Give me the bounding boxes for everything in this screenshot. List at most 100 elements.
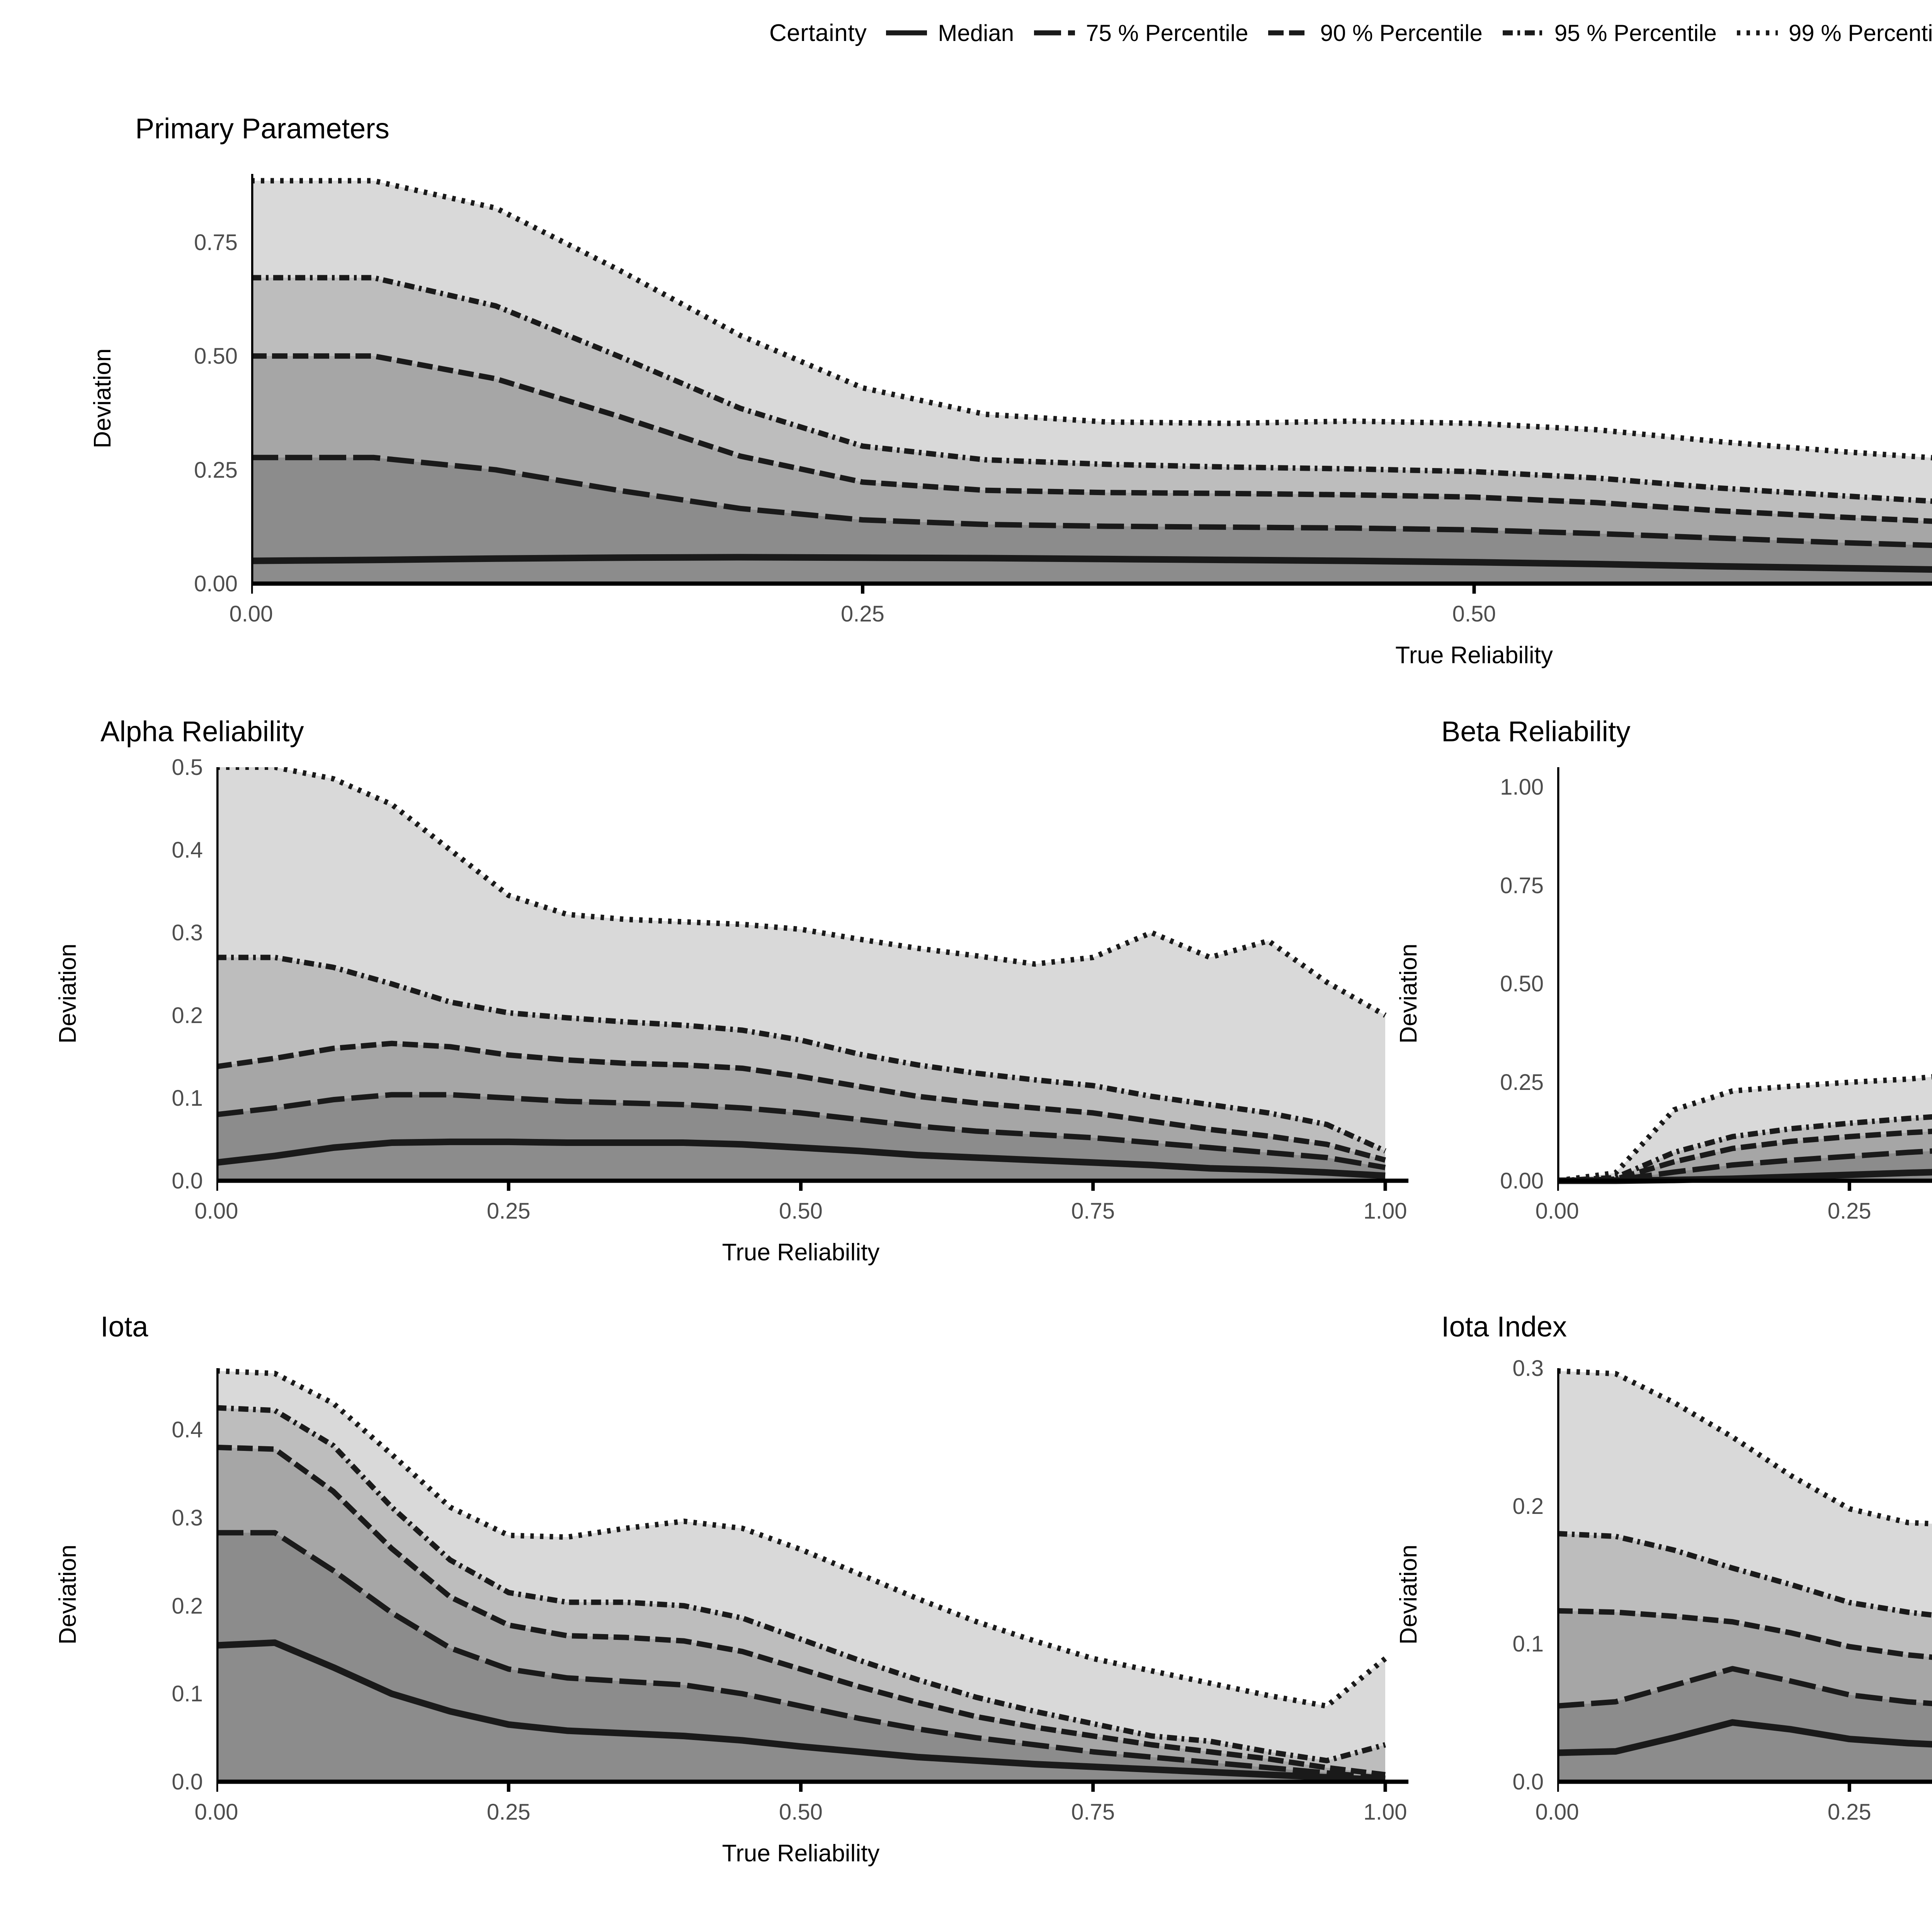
x-axis-label: True Reliability (722, 1840, 880, 1867)
series-line-dashdot (216, 955, 1386, 1154)
y-tick-label: 0.75 (1500, 873, 1544, 898)
legend-label-p90: 90 % Percentile (1320, 20, 1483, 46)
x-tick-label: 0.25 (841, 601, 884, 627)
y-tick-label: 0.00 (1500, 1168, 1544, 1193)
x-tick-label: 0.75 (1071, 1199, 1115, 1224)
band-median (216, 1643, 1385, 1782)
x-tick-label: 0.25 (1827, 1800, 1871, 1825)
y-axis-label: Deviation (1395, 943, 1422, 1044)
y-tick-label: 0.50 (1500, 971, 1544, 997)
panel-title: Primary Parameters (135, 112, 389, 145)
x-tick-label: 0.50 (779, 1199, 823, 1224)
legend-item-p95[interactable]: 95 % Percentile (1500, 20, 1717, 46)
y-axis-label: Deviation (54, 943, 81, 1044)
series-line-longdash (1557, 1148, 1932, 1183)
series-line-solid (216, 1639, 1386, 1783)
longdash-line-key-icon (1032, 21, 1077, 45)
x-tick-label: 0.25 (486, 1199, 531, 1224)
series-line-solid (251, 554, 1932, 573)
series-line-dashed (251, 353, 1932, 524)
legend-item-p99[interactable]: 99 % Percentile (1735, 20, 1932, 46)
y-tick-label: 0.25 (194, 457, 238, 483)
y-axis-label: Deviation (89, 348, 116, 448)
series-line-solid (1557, 1169, 1932, 1184)
x-tick-label: 0.75 (1071, 1800, 1115, 1825)
x-tick-label: 0.25 (486, 1800, 531, 1825)
band-p75 (216, 1532, 1385, 1782)
y-tick-label: 0.0 (172, 1168, 203, 1193)
series-line-dotted (216, 1368, 1387, 1709)
y-tick-label: 0.2 (172, 1003, 203, 1028)
series-line-longdash (251, 455, 1932, 548)
y-tick-label: 0.0 (172, 1769, 203, 1794)
y-tick-label: 1.00 (1500, 774, 1544, 800)
series-line-longdash (216, 1092, 1386, 1170)
panel-title: Beta Reliability (1441, 715, 1631, 747)
y-axis-label: Deviation (54, 1544, 81, 1645)
y-tick-label: 0.2 (172, 1593, 203, 1619)
dashed-line-key-icon (1266, 21, 1311, 45)
y-tick-label: 0.4 (172, 838, 203, 863)
legend-item-p75[interactable]: 75 % Percentile (1032, 20, 1248, 46)
y-tick-label: 0.00 (194, 571, 238, 596)
series-line-dotted (1557, 1368, 1932, 1527)
y-tick-label: 0.1 (1512, 1631, 1544, 1657)
legend-label-p99: 99 % Percentile (1788, 20, 1932, 46)
y-tick-label: 0.4 (172, 1417, 203, 1443)
x-tick-label: 0.00 (194, 1199, 238, 1224)
legend-item-median[interactable]: Median (884, 20, 1014, 46)
dashdot-line-key-icon (1500, 21, 1546, 45)
legend: Certainty Median 75 % Percentile 90 % Pe… (0, 0, 1932, 66)
x-tick-label: 0.50 (779, 1800, 823, 1825)
y-tick-label: 0.0 (1512, 1769, 1544, 1794)
panel-beta-reliability: Beta Reliability Deviation True Reliabilit… (1376, 715, 1932, 1283)
series-line-dashed (1557, 1608, 1932, 1660)
legend-label-p75: 75 % Percentile (1086, 20, 1248, 46)
x-tick-label: 0.50 (1452, 601, 1496, 627)
band-p75 (251, 457, 1932, 584)
x-tick-label: 1.00 (1363, 1800, 1407, 1825)
median-line-key-icon (884, 21, 929, 45)
plot-area (216, 1368, 1408, 1792)
y-tick-label: 0.50 (194, 344, 238, 369)
x-axis-label: True Reliability (1395, 642, 1553, 669)
plot-area (1557, 1368, 1932, 1792)
series-line-solid (1557, 1719, 1932, 1756)
y-axis-label: Deviation (1395, 1544, 1422, 1645)
series-line-dashdot (216, 1405, 1386, 1764)
y-tick-label: 0.3 (172, 1505, 203, 1531)
panel-iota-index: Iota Index Deviation True Reliability 0.0 0.… (1376, 1310, 1932, 1878)
y-tick-label: 0.1 (172, 1086, 203, 1111)
band-median (1557, 1172, 1932, 1181)
band-median (216, 1142, 1385, 1181)
x-tick-label: 0.00 (1535, 1199, 1579, 1224)
legend-label-p95: 95 % Percentile (1554, 20, 1717, 46)
y-tick-label: 0.2 (1512, 1493, 1544, 1519)
x-tick-label: 0.25 (1827, 1199, 1871, 1224)
y-tick-label: 0.3 (1512, 1356, 1544, 1381)
series-line-solid (216, 1138, 1386, 1179)
panel-alpha-reliability: Alpha Reliability Deviation True Reliabili… (35, 715, 1408, 1283)
legend-title: Certainty (769, 19, 867, 46)
plot-area (251, 174, 1932, 594)
series-line-dashed (216, 1040, 1386, 1163)
x-tick-label: 1.00 (1363, 1199, 1407, 1224)
panel-title: Iota Index (1441, 1311, 1567, 1343)
y-tick-label: 0.25 (1500, 1070, 1544, 1095)
panel-iota: Iota Deviation True Reliability 0.0 0.1 0.2 0.… (35, 1310, 1408, 1878)
series-line-dashed (216, 1444, 1386, 1777)
x-axis-label: True Reliability (722, 1239, 880, 1266)
legend-item-p90[interactable]: 90 % Percentile (1266, 20, 1483, 46)
x-axis-label: True Reliability (1557, 1840, 1932, 1867)
plot-area (1557, 767, 1932, 1191)
series-line-dashdot (1557, 1531, 1932, 1618)
x-axis-label: True Reliability (1557, 1239, 1932, 1266)
panel-title: Iota (100, 1311, 148, 1343)
y-tick-label: 0.3 (172, 920, 203, 945)
panel-title: Alpha Reliability (100, 715, 304, 747)
series-line-dashdot (251, 275, 1932, 504)
series-line-dotted (216, 767, 1387, 1018)
legend-label-median: Median (938, 20, 1014, 46)
series-line-longdash (216, 1530, 1386, 1781)
y-tick-label: 0.1 (172, 1681, 203, 1707)
